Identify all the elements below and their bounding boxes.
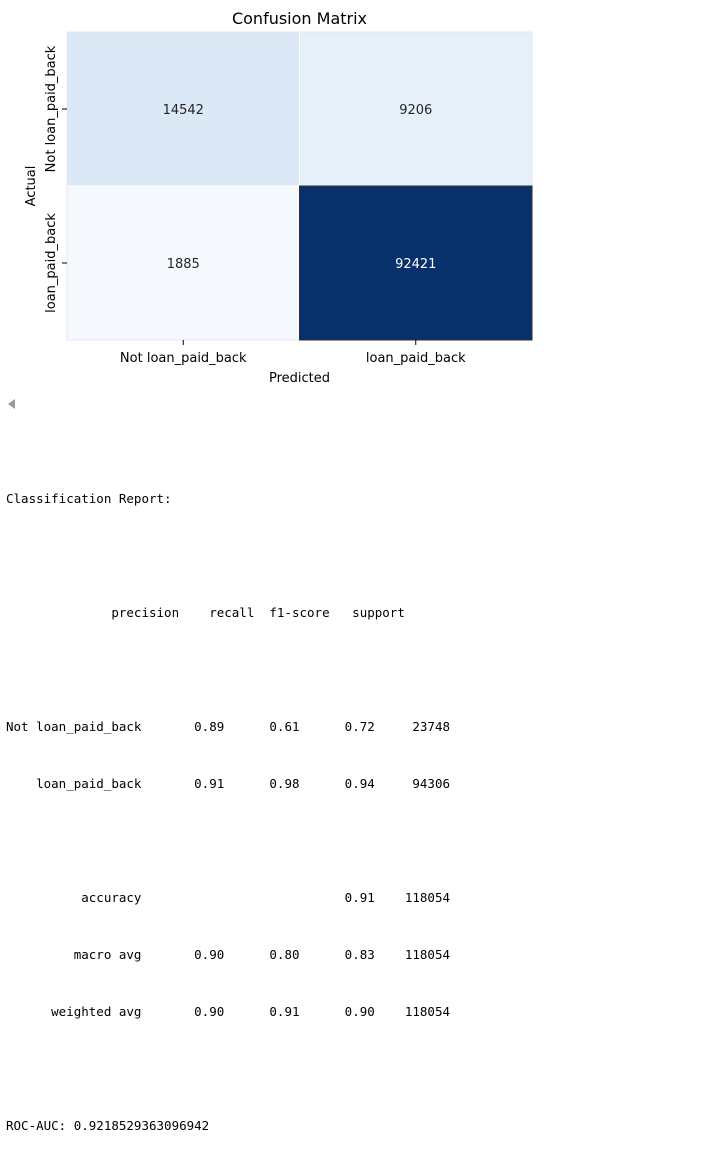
report-row-macro-avg: macro avg 0.90 0.80 0.83 118054 [6, 947, 451, 962]
x-tick-label: loan_paid_back [366, 351, 466, 366]
report-heading: Classification Report: [6, 491, 172, 506]
cell-value-label: 92421 [395, 257, 436, 272]
y-tick-label: loan_paid_back [44, 213, 59, 313]
x-tick-label: Not loan_paid_back [120, 351, 247, 366]
blank-line [6, 660, 450, 679]
report-row-accuracy: accuracy 0.91 118054 [6, 890, 451, 905]
x-axis-label: Predicted [269, 371, 330, 386]
roc-auc-line: ROC-AUC: 0.9218529363096942 [6, 1118, 210, 1133]
chart-title: Confusion Matrix [232, 9, 367, 28]
heatmap-cell [67, 186, 300, 340]
cell-value-label: 9206 [399, 103, 432, 118]
confusion-matrix-svg: Confusion Matrix 14542 9206 1885 92421 Not lo… [24, 9, 533, 386]
report-row-weighted-avg: weighted avg 0.90 0.91 0.90 118054 [6, 1004, 451, 1019]
blank-line [6, 1059, 450, 1078]
cell-value-label: 14542 [163, 103, 204, 118]
caret-left-icon[interactable] [8, 399, 15, 409]
report-row-paid: loan_paid_back 0.91 0.98 0.94 94306 [6, 776, 451, 791]
heatmap-cell [299, 32, 532, 186]
blank-line [6, 546, 450, 565]
blank-line [6, 831, 450, 850]
y-tick-label: Not loan_paid_back [44, 45, 59, 172]
report-row-not-paid: Not loan_paid_back 0.89 0.61 0.72 23748 [6, 719, 451, 734]
heatmap-cell [299, 186, 532, 340]
heatmap-cell [67, 32, 300, 186]
y-axis-label: Actual [24, 166, 39, 207]
classification-report: Classification Report: precision recall … [6, 451, 450, 1154]
cell-value-label: 1885 [167, 257, 200, 272]
confusion-matrix-chart: Confusion Matrix 14542 9206 1885 92421 Not lo… [0, 0, 704, 396]
report-table-header: precision recall f1-score support [6, 605, 405, 620]
